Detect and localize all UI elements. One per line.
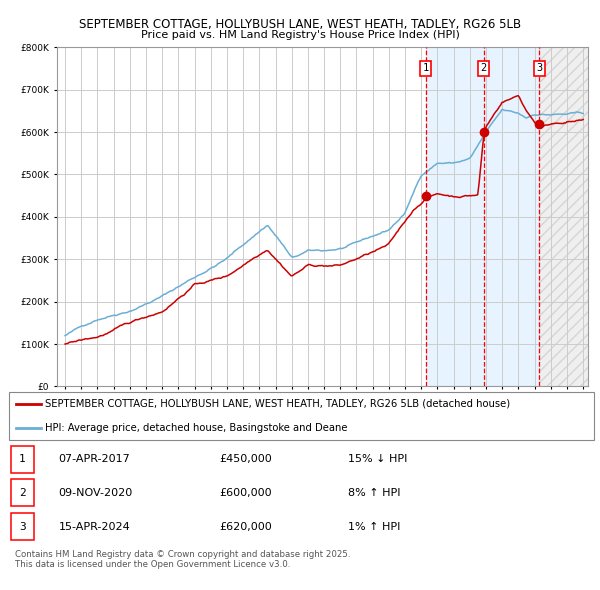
Text: 1: 1 [422,63,429,73]
Text: SEPTEMBER COTTAGE, HOLLYBUSH LANE, WEST HEATH, TADLEY, RG26 5LB (detached house): SEPTEMBER COTTAGE, HOLLYBUSH LANE, WEST … [45,399,511,409]
Text: SEPTEMBER COTTAGE, HOLLYBUSH LANE, WEST HEATH, TADLEY, RG26 5LB: SEPTEMBER COTTAGE, HOLLYBUSH LANE, WEST … [79,18,521,31]
Text: 07-APR-2017: 07-APR-2017 [59,454,130,464]
Text: 3: 3 [19,522,26,532]
Text: 1: 1 [19,454,26,464]
Text: 15% ↓ HPI: 15% ↓ HPI [348,454,407,464]
Text: Contains HM Land Registry data © Crown copyright and database right 2025.
This d: Contains HM Land Registry data © Crown c… [15,550,350,569]
Text: £600,000: £600,000 [220,488,272,498]
Text: 1% ↑ HPI: 1% ↑ HPI [348,522,401,532]
Text: HPI: Average price, detached house, Basingstoke and Deane: HPI: Average price, detached house, Basi… [45,423,348,433]
Text: 15-APR-2024: 15-APR-2024 [59,522,130,532]
Text: 8% ↑ HPI: 8% ↑ HPI [348,488,401,498]
Text: 3: 3 [536,63,542,73]
FancyBboxPatch shape [11,480,34,506]
Text: Price paid vs. HM Land Registry's House Price Index (HPI): Price paid vs. HM Land Registry's House … [140,30,460,40]
Text: 2: 2 [19,488,26,498]
Text: 09-NOV-2020: 09-NOV-2020 [59,488,133,498]
FancyBboxPatch shape [11,513,34,540]
Text: £450,000: £450,000 [220,454,272,464]
Bar [425,47,539,386]
Text: £620,000: £620,000 [220,522,272,532]
Text: 2: 2 [481,63,487,73]
Bar [539,47,591,386]
FancyBboxPatch shape [11,446,34,473]
